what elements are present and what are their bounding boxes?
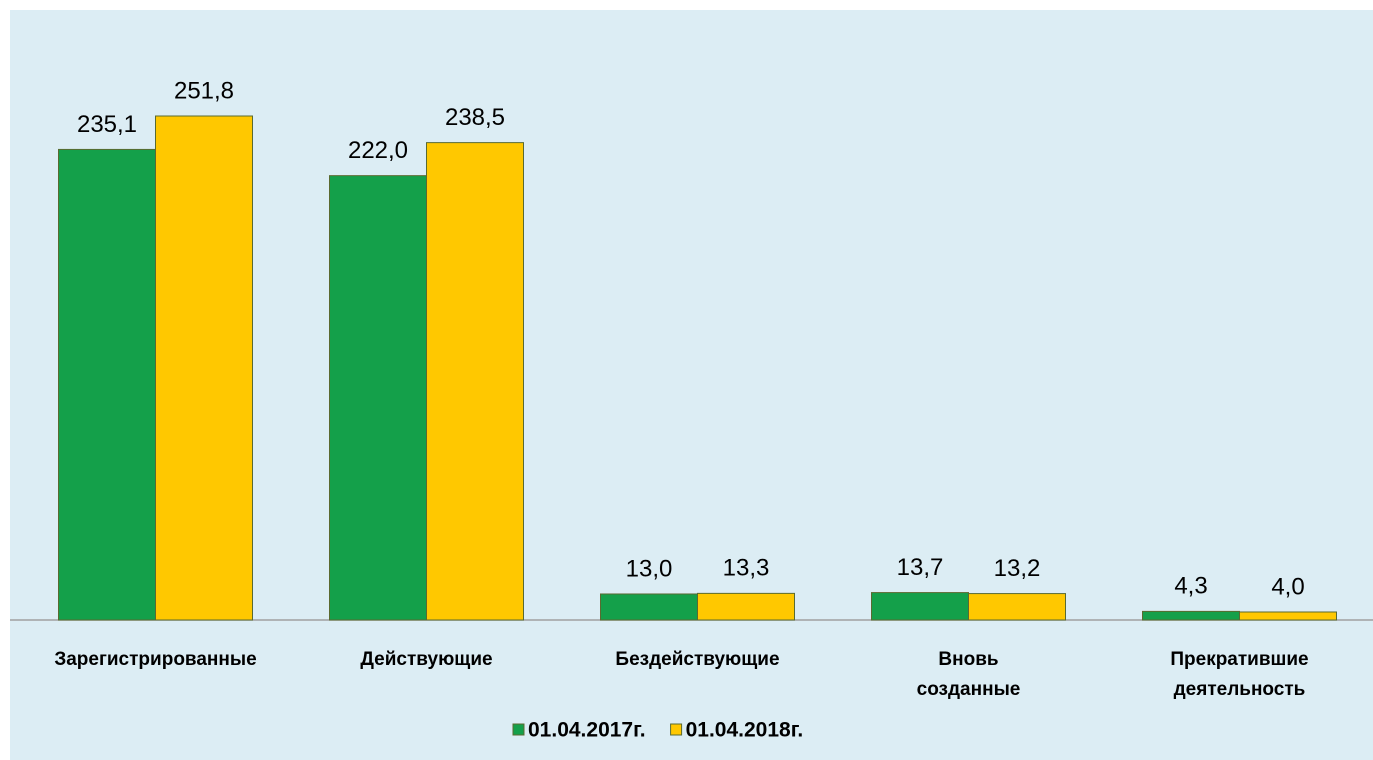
bar (871, 592, 969, 621)
bar (1142, 610, 1240, 621)
bar (697, 592, 795, 621)
value-label: 13,3 (723, 555, 770, 582)
x-tick-label: Зарегистрированные (54, 649, 256, 670)
bar (155, 115, 253, 621)
legend-label: 01.04.2017г. (528, 719, 646, 742)
value-label: 238,5 (445, 104, 505, 131)
x-tick-label: Вновь созданные (917, 649, 1021, 700)
value-label: 222,0 (348, 137, 408, 164)
x-tick-label: Бездействующие (615, 649, 779, 670)
bar (329, 175, 427, 621)
legend-swatch (670, 723, 683, 736)
x-tick-label: Действующие (360, 649, 492, 670)
bar (600, 593, 698, 621)
x-tick-label: Прекратившие деятельность (1170, 649, 1308, 700)
bar (426, 142, 524, 621)
value-label: 4,0 (1271, 573, 1304, 600)
bar (58, 148, 156, 621)
value-label: 13,2 (994, 555, 1041, 582)
value-label: 251,8 (174, 77, 234, 104)
value-label: 13,0 (626, 555, 673, 582)
value-label: 13,7 (897, 554, 944, 581)
value-label: 235,1 (77, 111, 137, 138)
value-label: 4,3 (1174, 573, 1207, 600)
bar (1239, 611, 1337, 621)
bar (968, 593, 1066, 621)
legend-label: 01.04.2018г. (686, 719, 804, 742)
legend-swatch (512, 723, 525, 736)
